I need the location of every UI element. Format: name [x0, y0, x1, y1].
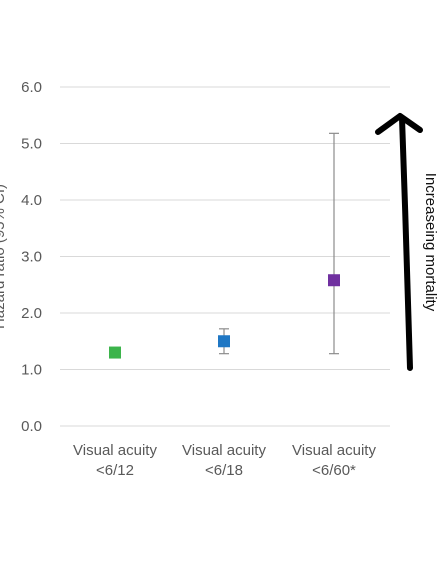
y-axis-label-group: Hazard ratio (95% CI) [0, 184, 8, 329]
y-tick-label: 1.0 [21, 362, 42, 379]
error-bars [219, 132, 339, 355]
x-category-label: <6/60* [312, 462, 356, 479]
x-category-label: Visual acuity [73, 442, 157, 459]
annotation-text: Increaseing mortality [422, 173, 439, 312]
y-tick-label: 6.0 [21, 79, 42, 96]
arrow-up-icon [375, 113, 423, 135]
gridlines [60, 86, 390, 427]
data-points [109, 274, 340, 359]
y-axis-ticks: 0.0 1.0 2.0 3.0 4.0 5.0 6.0 [21, 79, 42, 435]
y-tick-label: 5.0 [21, 136, 42, 153]
y-tick-label: 3.0 [21, 249, 42, 266]
y-tick-label: 2.0 [21, 305, 42, 322]
y-tick-label: 0.0 [21, 418, 42, 435]
data-point-marker [328, 274, 340, 287]
x-category-label: Visual acuity [292, 442, 376, 459]
x-category-label: <6/18 [205, 462, 243, 479]
x-axis-categories: Visual acuity <6/12 Visual acuity <6/18 Visu… [73, 442, 376, 479]
data-point-marker [109, 346, 121, 359]
x-category-label: Visual acuity [182, 442, 266, 459]
x-category-label: <6/12 [96, 462, 134, 479]
y-tick-label: 4.0 [21, 192, 42, 209]
y-axis-label: Hazard ratio (95% CI) [0, 184, 8, 329]
annotation-arrow-shaft [399, 115, 413, 371]
data-point-marker [218, 335, 230, 348]
annotation-group: Increaseing mortality [375, 113, 439, 371]
